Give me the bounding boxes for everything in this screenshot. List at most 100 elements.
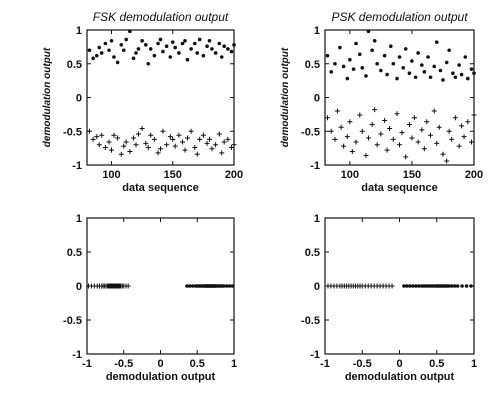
x-tick-label: 150: [403, 169, 421, 181]
data-point-plus: [344, 134, 350, 140]
data-point-plus: [131, 135, 137, 141]
data-point-dot: [341, 64, 346, 69]
data-point-dot: [428, 75, 433, 80]
data-point-dot: [446, 284, 451, 288]
data-point-plus: [424, 119, 430, 125]
data-point-plus: [434, 140, 440, 146]
data-point-plus: [151, 136, 157, 142]
data-point-plus: [155, 150, 161, 156]
data-point-plus: [338, 124, 344, 130]
x-tick-label: 150: [164, 169, 182, 181]
data-point-plus: [229, 144, 235, 150]
data-point-plus: [170, 136, 176, 142]
data-point-dot: [426, 55, 430, 59]
data-point-plus: [192, 144, 198, 150]
data-point-dot: [403, 47, 408, 51]
data-point-plus: [111, 132, 117, 138]
y-tick-label: 0.5: [67, 247, 82, 259]
x-tick-label: -1: [320, 358, 330, 370]
x-tick-label: 1: [231, 358, 237, 370]
data-point-dot: [109, 39, 114, 43]
data-point-plus: [399, 130, 405, 136]
data-point-dot: [221, 284, 226, 288]
y-tick-label: 0: [76, 93, 82, 105]
data-point-plus: [411, 115, 417, 121]
data-point-dot: [183, 39, 187, 43]
data-point-dot: [195, 51, 200, 55]
data-point-dot: [451, 71, 455, 75]
data-point-plus: [90, 136, 96, 142]
data-point-dot: [411, 284, 415, 288]
data-point-plus: [172, 143, 178, 149]
data-point-dot: [351, 67, 356, 71]
series-2-plus: [324, 107, 477, 164]
data-point-dot: [407, 71, 412, 75]
data-point-plus: [213, 142, 219, 148]
data-point-dot: [348, 57, 352, 62]
data-point-plus: [176, 132, 182, 138]
data-point-plus: [421, 146, 427, 152]
data-point-dot: [329, 70, 334, 74]
y-tick-label: 0: [76, 281, 82, 293]
data-point-dot: [229, 49, 234, 54]
data-point-dot: [97, 45, 102, 50]
data-point-dot: [207, 39, 212, 43]
data-point-plus: [96, 142, 102, 148]
y-tick-label: 0.5: [305, 247, 320, 259]
data-point-dot: [91, 56, 95, 61]
x-tick-label: 0: [157, 358, 163, 370]
data-point-dot: [173, 45, 177, 50]
data-point-plus: [347, 119, 353, 125]
data-point-plus: [372, 107, 378, 113]
y-tick-label: -0.5: [301, 126, 320, 138]
data-point-dot: [156, 41, 160, 46]
y-axis-label: demodulation output: [42, 47, 53, 147]
data-point-dot: [438, 68, 443, 73]
data-point-dot: [226, 47, 230, 51]
data-point-dot: [414, 284, 418, 288]
data-point-dot: [375, 61, 379, 66]
data-point-plus: [219, 150, 225, 156]
data-point-dot: [188, 284, 192, 288]
x-tick-label: -0.5: [353, 358, 372, 370]
data-point-plus: [184, 135, 190, 141]
data-point-plus: [378, 131, 384, 137]
data-point-dot: [449, 284, 454, 288]
data-point-dot: [402, 284, 406, 288]
data-point-dot: [460, 284, 464, 288]
data-point-plus: [115, 135, 121, 141]
data-point-plus: [133, 142, 139, 148]
data-point-dot: [472, 71, 476, 75]
data-point-dot: [385, 72, 389, 77]
data-point-dot: [99, 51, 104, 55]
data-point-plus: [182, 147, 188, 153]
data-point-dot: [193, 41, 197, 46]
data-point-plus: [135, 131, 141, 137]
data-point-dot: [112, 55, 116, 59]
data-point-plus: [127, 149, 133, 154]
data-point-plus: [349, 149, 355, 154]
data-point-dot: [177, 51, 181, 55]
data-point-plus: [449, 136, 455, 142]
data-point-dot: [158, 37, 163, 42]
data-point-dot: [197, 37, 202, 42]
series-2-plus: [86, 126, 237, 157]
chart-panel-2: PSK demodulation output data sequence demo…: [280, 10, 483, 194]
data-point-plus: [334, 108, 340, 114]
data-point-dot: [413, 75, 418, 80]
data-point-dot: [103, 41, 108, 46]
x-tick-label: 100: [341, 169, 359, 181]
data-point-plus: [440, 151, 446, 157]
series-1-plus: [85, 283, 131, 289]
data-point-dot: [360, 66, 365, 70]
data-point-dot: [364, 74, 368, 78]
data-point-dot: [164, 44, 169, 48]
data-point-plus: [456, 143, 462, 149]
data-point-plus: [118, 151, 124, 157]
x-tick-label: 1: [471, 358, 477, 370]
data-point-plus: [390, 136, 396, 142]
data-point-plus: [109, 147, 114, 153]
chart-title: FSK demodulation output: [93, 10, 229, 24]
data-point-dot: [366, 29, 371, 34]
